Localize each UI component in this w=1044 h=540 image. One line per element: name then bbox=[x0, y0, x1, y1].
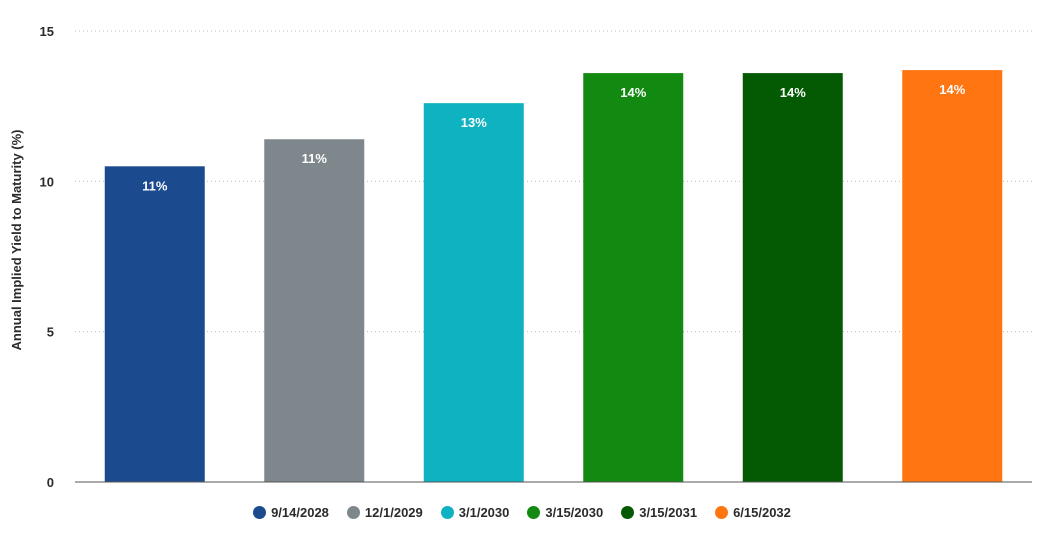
legend-label: 3/15/2030 bbox=[545, 505, 604, 520]
legend-swatch-icon bbox=[527, 506, 541, 519]
bar-value-label: 13% bbox=[461, 115, 487, 130]
y-tick-label: 0 bbox=[47, 475, 54, 490]
legend-label: 9/14/2028 bbox=[271, 505, 329, 520]
legend-item[interactable]: 3/15/2030 bbox=[527, 505, 603, 520]
bar-12-1-2029[interactable] bbox=[264, 139, 365, 483]
gridlines bbox=[75, 30, 1032, 333]
legend-item[interactable]: 9/14/2028 bbox=[253, 505, 329, 520]
data-labels: 11% 11% 13% 14% 14% 14% bbox=[142, 82, 966, 193]
legend-swatch-icon bbox=[715, 506, 729, 519]
bar-3-15-2030[interactable] bbox=[583, 73, 684, 483]
legend: 9/14/2028 12/1/2029 3/1/2030 3/15/2030 3/15/… bbox=[0, 505, 1044, 520]
legend-label: 3/15/2031 bbox=[639, 505, 698, 520]
bar-9-14-2028[interactable] bbox=[104, 166, 205, 483]
y-axis-title: Annual Implied Yield to Maturity (%) bbox=[9, 129, 24, 350]
y-axis: 0 5 10 15 bbox=[40, 24, 1032, 490]
legend-label: 3/1/2030 bbox=[458, 505, 510, 520]
legend-swatch-icon bbox=[253, 506, 267, 519]
y-tick-label: 5 bbox=[47, 325, 54, 340]
y-tick-label: 15 bbox=[40, 24, 54, 39]
bar-value-label: 11% bbox=[142, 178, 168, 193]
bar-6-15-2032[interactable] bbox=[902, 70, 1003, 482]
bar-value-label: 14% bbox=[620, 85, 646, 100]
legend-swatch-icon bbox=[346, 506, 360, 519]
y-tick-label: 10 bbox=[40, 174, 54, 189]
bar-value-label: 14% bbox=[939, 82, 965, 97]
legend-item[interactable]: 3/1/2030 bbox=[440, 505, 510, 520]
bars bbox=[104, 70, 1003, 483]
bar-3-15-2031[interactable] bbox=[742, 73, 843, 483]
bar-chart: 11% 11% 13% 14% 14% 14% 0 5 10 15 Annual Implied… bbox=[9, 24, 1032, 490]
legend-label: 6/15/2032 bbox=[733, 505, 791, 520]
bar-3-1-2030[interactable] bbox=[423, 103, 524, 482]
bar-value-label: 11% bbox=[302, 151, 328, 166]
legend-item[interactable]: 12/1/2029 bbox=[346, 505, 423, 520]
bar-value-label: 14% bbox=[780, 85, 806, 100]
legend-item[interactable]: 6/15/2032 bbox=[715, 505, 791, 520]
legend-label: 12/1/2029 bbox=[364, 505, 423, 520]
legend-swatch-icon bbox=[621, 506, 635, 519]
legend-swatch-icon bbox=[440, 506, 454, 519]
legend-item[interactable]: 3/15/2031 bbox=[621, 505, 697, 520]
